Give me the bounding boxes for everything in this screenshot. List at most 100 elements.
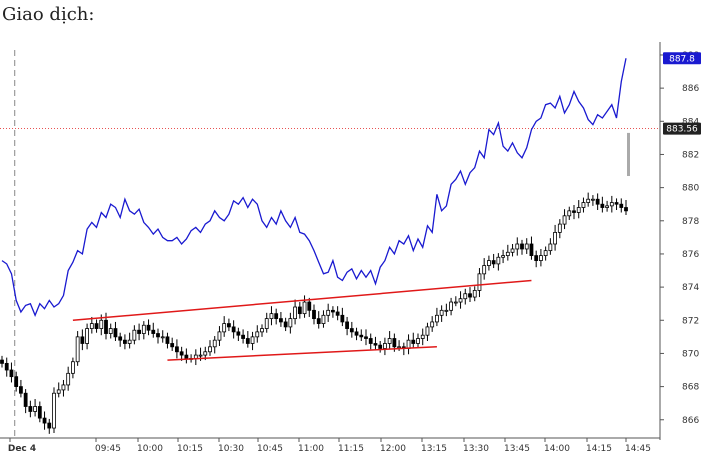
candle-body xyxy=(302,301,307,315)
trendline-layer xyxy=(72,279,532,361)
candle xyxy=(274,308,279,325)
candle-body xyxy=(340,314,345,323)
candle xyxy=(33,399,37,417)
candle-body xyxy=(468,293,472,298)
x-tick-label: 13:45 xyxy=(504,444,530,454)
candle xyxy=(557,219,562,239)
candle-body xyxy=(520,243,524,250)
candle-body xyxy=(562,215,567,225)
candle xyxy=(61,379,66,397)
candle-body xyxy=(472,290,477,298)
candle xyxy=(515,237,520,256)
candle-body xyxy=(274,313,279,320)
candle xyxy=(468,287,472,303)
candle xyxy=(75,331,80,366)
candle xyxy=(562,209,567,230)
candle xyxy=(260,324,264,337)
y-tick-label: 882 xyxy=(682,150,699,160)
candle-body xyxy=(581,202,586,208)
y-tick-label: 870 xyxy=(682,349,699,359)
candle xyxy=(37,401,42,423)
candle-body xyxy=(217,331,222,341)
candle xyxy=(420,328,425,346)
candle xyxy=(378,341,383,353)
candle xyxy=(572,205,576,220)
candle xyxy=(42,411,47,430)
candle-body xyxy=(539,255,543,261)
candle xyxy=(373,336,378,351)
candle-body xyxy=(236,331,241,336)
price-chart: 866868870872874876878880882884886888 Dec… xyxy=(0,42,701,454)
trendline xyxy=(72,279,532,322)
candle xyxy=(146,319,151,336)
candle-body xyxy=(354,331,359,336)
candle-body xyxy=(61,384,66,391)
candle-body xyxy=(212,339,217,348)
y-tick-label: 866 xyxy=(682,416,699,426)
candle-body xyxy=(312,309,316,320)
candle-body xyxy=(420,334,425,339)
candle xyxy=(170,337,175,351)
candle-body xyxy=(231,326,236,333)
x-tick-label: 10:45 xyxy=(257,444,283,454)
candle xyxy=(179,346,184,361)
candle xyxy=(255,325,260,343)
x-tick-label: 13:15 xyxy=(421,444,447,454)
candle xyxy=(175,339,179,359)
candle xyxy=(184,348,189,364)
candle-body xyxy=(600,203,605,208)
candle xyxy=(127,332,132,349)
candle xyxy=(137,323,141,341)
candle-body xyxy=(411,339,416,344)
y-tick-label: 868 xyxy=(682,383,699,393)
candle xyxy=(28,400,33,418)
candle-body xyxy=(127,339,132,344)
candle xyxy=(279,311,283,327)
candle xyxy=(439,305,444,322)
candle-body xyxy=(435,314,439,323)
candle-body xyxy=(364,336,368,339)
candle xyxy=(123,334,127,350)
candle xyxy=(269,306,274,326)
candle-body xyxy=(378,344,383,349)
candle xyxy=(567,206,572,220)
candle-body xyxy=(397,346,401,349)
candle-body xyxy=(75,336,80,363)
candle xyxy=(614,198,619,211)
candle-body xyxy=(453,301,458,304)
candle xyxy=(430,316,435,332)
price-tag: 883.56 xyxy=(663,122,701,135)
candle-body xyxy=(335,311,340,316)
candle-body xyxy=(368,338,373,344)
candle xyxy=(496,253,501,271)
candlestick-series xyxy=(0,192,628,434)
candle-body xyxy=(146,324,151,331)
candle-body xyxy=(260,328,264,333)
candle-body xyxy=(151,329,156,334)
candle-body xyxy=(501,255,505,258)
candle xyxy=(510,244,515,257)
candle xyxy=(595,193,600,211)
candle xyxy=(406,334,411,355)
x-tick-label: 14:15 xyxy=(586,444,612,454)
candle-body xyxy=(222,323,227,333)
x-tick-label: 14:45 xyxy=(625,444,651,454)
candle-body xyxy=(37,406,42,419)
candle xyxy=(108,323,113,339)
candle xyxy=(368,333,373,350)
candle xyxy=(47,418,52,434)
candle-body xyxy=(487,260,491,266)
candle-body xyxy=(439,309,444,316)
candle-body xyxy=(293,306,297,320)
candle-body xyxy=(23,392,28,407)
candle xyxy=(241,329,245,344)
x-tick-label: 09:45 xyxy=(95,444,121,454)
candle xyxy=(444,303,449,317)
candle xyxy=(14,371,19,392)
candle-body xyxy=(14,376,19,387)
candle-body xyxy=(269,313,274,320)
candle xyxy=(165,332,170,349)
candle xyxy=(0,355,4,368)
candle-body xyxy=(591,198,595,201)
candle xyxy=(321,310,326,328)
